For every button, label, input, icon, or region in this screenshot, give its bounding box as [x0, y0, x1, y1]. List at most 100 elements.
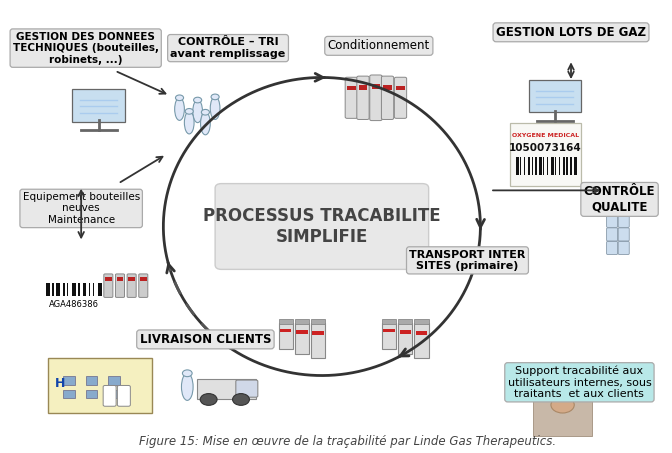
FancyBboxPatch shape	[86, 390, 97, 398]
Text: Equipement bouteilles
neuves
Maintenance: Equipement bouteilles neuves Maintenance	[23, 192, 140, 225]
FancyBboxPatch shape	[607, 228, 618, 241]
Text: AGA486386: AGA486386	[49, 300, 99, 309]
FancyBboxPatch shape	[63, 376, 75, 385]
FancyBboxPatch shape	[359, 85, 367, 90]
Circle shape	[551, 397, 575, 413]
Text: GESTION DES DONNEES
TECHNIQUES (bouteilles,
robinets, ...): GESTION DES DONNEES TECHNIQUES (bouteill…	[13, 32, 159, 65]
FancyBboxPatch shape	[551, 157, 554, 175]
FancyBboxPatch shape	[86, 376, 97, 385]
FancyBboxPatch shape	[396, 86, 405, 90]
Circle shape	[233, 394, 249, 405]
FancyBboxPatch shape	[398, 323, 413, 354]
FancyBboxPatch shape	[236, 380, 258, 397]
FancyBboxPatch shape	[509, 123, 581, 186]
FancyBboxPatch shape	[311, 323, 325, 358]
FancyBboxPatch shape	[140, 277, 146, 281]
FancyBboxPatch shape	[215, 183, 429, 270]
FancyBboxPatch shape	[56, 283, 60, 297]
FancyBboxPatch shape	[311, 319, 325, 323]
Text: Figure 15: Mise en œuvre de la traçabilité par Linde Gas Therapeutics.: Figure 15: Mise en œuvre de la traçabili…	[139, 435, 556, 448]
Ellipse shape	[193, 100, 202, 123]
FancyBboxPatch shape	[394, 77, 407, 118]
Text: GESTION LOTS DE GAZ: GESTION LOTS DE GAZ	[496, 26, 646, 39]
FancyBboxPatch shape	[543, 157, 544, 175]
FancyBboxPatch shape	[398, 319, 413, 323]
FancyBboxPatch shape	[108, 376, 120, 385]
FancyBboxPatch shape	[415, 323, 429, 358]
FancyBboxPatch shape	[78, 283, 81, 297]
FancyBboxPatch shape	[558, 157, 560, 175]
Text: PROCESSUS TRACABILITE
SIMPLIFIE: PROCESSUS TRACABILITE SIMPLIFIE	[203, 207, 441, 246]
FancyBboxPatch shape	[607, 201, 618, 214]
Text: Support tracabilité aux
utilisateurs internes, sous
traitants  et aux clients: Support tracabilité aux utilisateurs int…	[507, 366, 651, 399]
FancyBboxPatch shape	[62, 283, 65, 297]
Ellipse shape	[200, 112, 210, 135]
FancyBboxPatch shape	[63, 390, 75, 398]
FancyBboxPatch shape	[347, 86, 355, 90]
FancyBboxPatch shape	[607, 214, 618, 227]
Ellipse shape	[202, 110, 210, 115]
FancyBboxPatch shape	[197, 379, 256, 400]
Text: H: H	[54, 376, 65, 390]
FancyBboxPatch shape	[93, 283, 94, 297]
FancyBboxPatch shape	[67, 283, 68, 297]
FancyBboxPatch shape	[400, 330, 411, 334]
FancyBboxPatch shape	[72, 283, 76, 297]
FancyBboxPatch shape	[48, 358, 153, 413]
Ellipse shape	[184, 111, 194, 134]
FancyBboxPatch shape	[520, 157, 521, 175]
Text: CONTRÔLE – TRI
avant remplissage: CONTRÔLE – TRI avant remplissage	[171, 37, 286, 59]
FancyBboxPatch shape	[382, 323, 396, 349]
FancyBboxPatch shape	[372, 84, 380, 89]
Ellipse shape	[210, 97, 220, 120]
FancyBboxPatch shape	[618, 228, 629, 241]
FancyBboxPatch shape	[536, 157, 537, 175]
FancyBboxPatch shape	[534, 399, 592, 436]
FancyBboxPatch shape	[278, 323, 293, 349]
Text: OXYGENE MEDICAL: OXYGENE MEDICAL	[511, 133, 579, 138]
Text: 1050073164: 1050073164	[509, 143, 581, 154]
FancyBboxPatch shape	[127, 274, 136, 298]
FancyBboxPatch shape	[415, 319, 429, 323]
Circle shape	[200, 394, 217, 405]
FancyBboxPatch shape	[416, 332, 427, 336]
FancyBboxPatch shape	[618, 201, 629, 214]
FancyBboxPatch shape	[575, 157, 577, 175]
FancyBboxPatch shape	[370, 75, 382, 120]
FancyBboxPatch shape	[571, 157, 572, 175]
FancyBboxPatch shape	[312, 332, 324, 336]
FancyBboxPatch shape	[532, 157, 533, 175]
FancyBboxPatch shape	[118, 386, 130, 406]
FancyBboxPatch shape	[516, 157, 519, 175]
FancyBboxPatch shape	[618, 214, 629, 227]
Ellipse shape	[175, 95, 183, 101]
FancyBboxPatch shape	[116, 274, 124, 298]
FancyBboxPatch shape	[382, 76, 394, 120]
FancyBboxPatch shape	[98, 283, 102, 297]
FancyBboxPatch shape	[383, 329, 395, 333]
FancyBboxPatch shape	[562, 157, 565, 175]
FancyBboxPatch shape	[280, 329, 292, 333]
FancyBboxPatch shape	[382, 319, 396, 323]
Text: TRANSPORT INTER
SITES (primaire): TRANSPORT INTER SITES (primaire)	[409, 250, 526, 271]
FancyBboxPatch shape	[103, 274, 113, 298]
FancyBboxPatch shape	[296, 330, 308, 334]
FancyBboxPatch shape	[555, 157, 556, 175]
FancyBboxPatch shape	[128, 277, 135, 281]
FancyBboxPatch shape	[547, 157, 548, 175]
FancyBboxPatch shape	[295, 319, 309, 323]
FancyBboxPatch shape	[278, 319, 293, 323]
Ellipse shape	[182, 370, 192, 376]
Text: CONTRÔLE
QUALITE: CONTRÔLE QUALITE	[584, 185, 655, 213]
FancyBboxPatch shape	[117, 277, 123, 281]
FancyBboxPatch shape	[138, 274, 148, 298]
Ellipse shape	[211, 94, 219, 100]
Text: LIVRAISON CLIENTS: LIVRAISON CLIENTS	[140, 333, 271, 346]
FancyBboxPatch shape	[523, 157, 525, 175]
Ellipse shape	[185, 109, 194, 114]
Ellipse shape	[194, 97, 202, 103]
FancyBboxPatch shape	[46, 283, 50, 297]
FancyBboxPatch shape	[83, 283, 87, 297]
FancyBboxPatch shape	[108, 390, 120, 398]
FancyBboxPatch shape	[103, 386, 116, 406]
